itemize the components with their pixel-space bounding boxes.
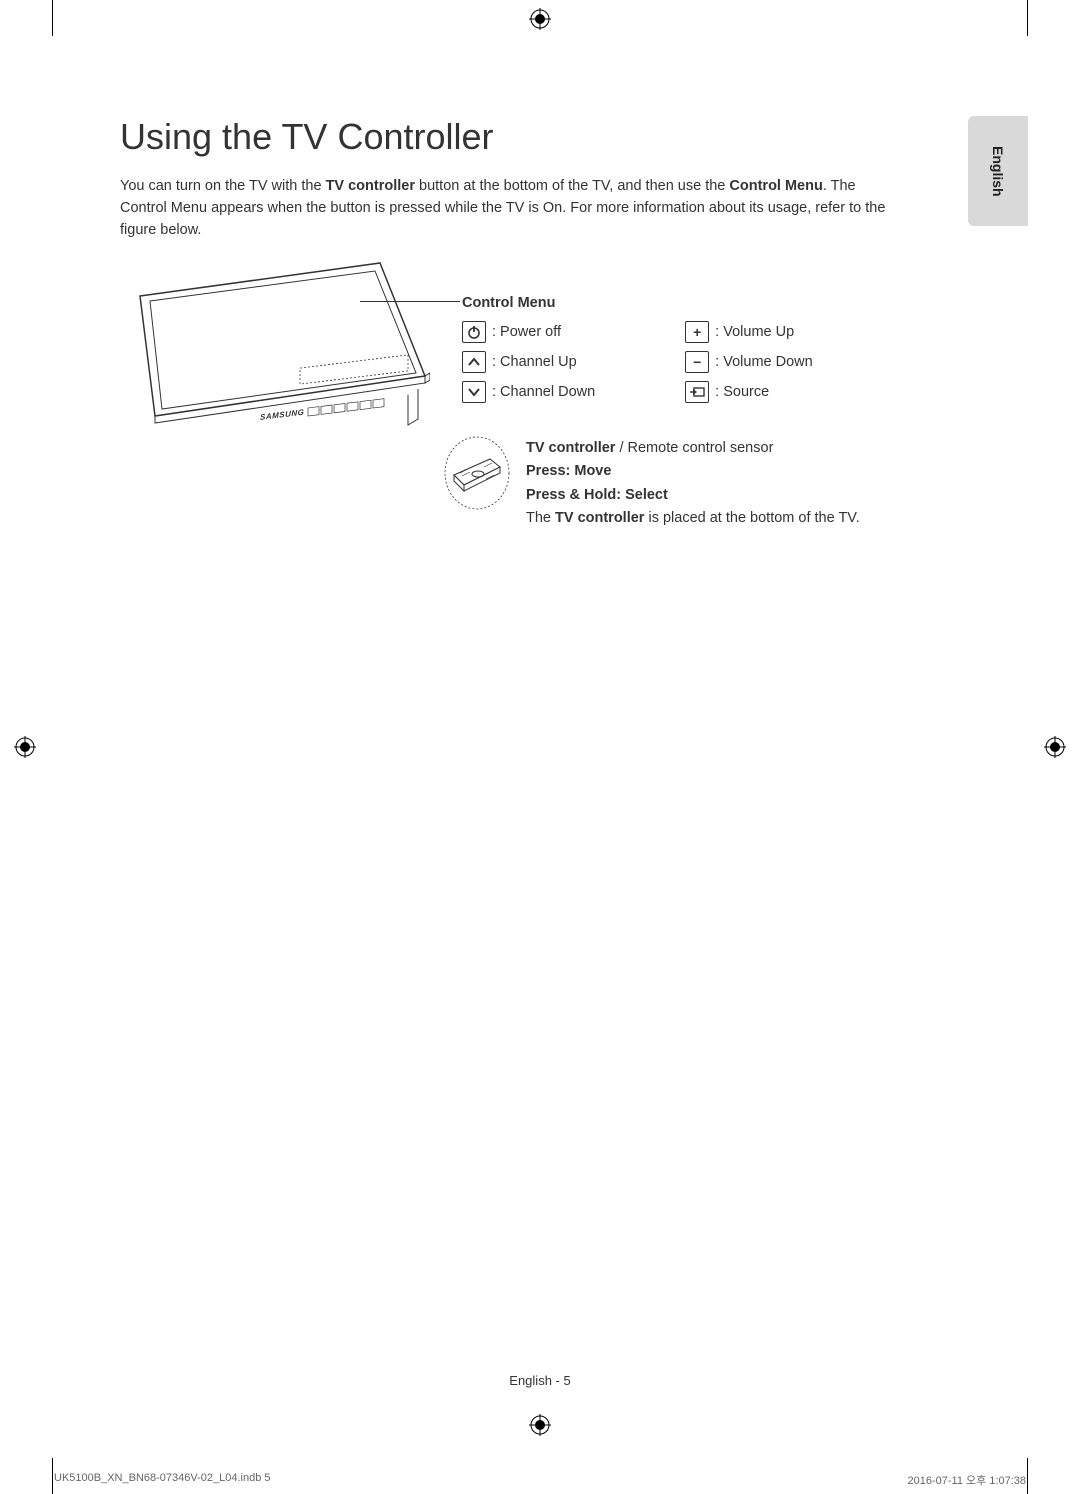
callout-line <box>360 301 460 302</box>
content-area: Using the TV Controller You can turn on … <box>120 116 900 551</box>
intro-paragraph: You can turn on the TV with the TV contr… <box>120 176 900 241</box>
crop-mark <box>52 1458 53 1494</box>
control-menu-block: Control Menu : Power off : Channel Up <box>462 295 813 403</box>
footer-file-path: UK5100B_XN_BN68-07346V-02_L04.indb 5 <box>54 1472 271 1488</box>
down-icon <box>462 381 486 403</box>
registration-mark-icon <box>14 736 36 758</box>
footer-page-number: English - 5 <box>60 1373 1020 1388</box>
controller-detail-illustration <box>442 433 512 513</box>
language-tab-label: English <box>990 146 1006 197</box>
page-container: English Using the TV Controller You can … <box>60 60 1020 1434</box>
page-title: Using the TV Controller <box>120 116 900 158</box>
controller-block: TV controller / Remote control sensor Pr… <box>442 433 860 530</box>
registration-mark-icon <box>1044 736 1066 758</box>
crop-mark <box>1027 0 1028 36</box>
source-icon <box>685 381 709 403</box>
control-menu-col-left: : Power off : Channel Up : Channel Down <box>462 321 595 403</box>
menu-item-volume-up: + : Volume Up <box>685 321 813 343</box>
up-icon <box>462 351 486 373</box>
tv-brand-label: SAMSUNG <box>260 408 304 422</box>
controller-text: TV controller / Remote control sensor Pr… <box>526 433 860 530</box>
menu-item-power-off: : Power off <box>462 321 595 343</box>
figure: SAMSUNG Control Menu : Power off <box>120 261 900 551</box>
tv-illustration: SAMSUNG <box>130 261 430 431</box>
menu-item-source: : Source <box>685 381 813 403</box>
power-icon <box>462 321 486 343</box>
registration-mark-icon <box>529 8 551 30</box>
plus-icon: + <box>685 321 709 343</box>
crop-mark <box>52 0 53 36</box>
control-menu-col-right: + : Volume Up − : Volume Down : Source <box>685 321 813 403</box>
footer-timestamp: 2016-07-11 오후 1:07:38 <box>907 1472 1026 1488</box>
minus-icon: − <box>685 351 709 373</box>
menu-item-channel-down: : Channel Down <box>462 381 595 403</box>
control-menu-title: Control Menu <box>462 295 813 311</box>
menu-item-volume-down: − : Volume Down <box>685 351 813 373</box>
menu-item-channel-up: : Channel Up <box>462 351 595 373</box>
footer-meta: UK5100B_XN_BN68-07346V-02_L04.indb 5 201… <box>54 1472 1026 1488</box>
language-tab: English <box>968 116 1028 226</box>
crop-mark <box>1027 1458 1028 1494</box>
